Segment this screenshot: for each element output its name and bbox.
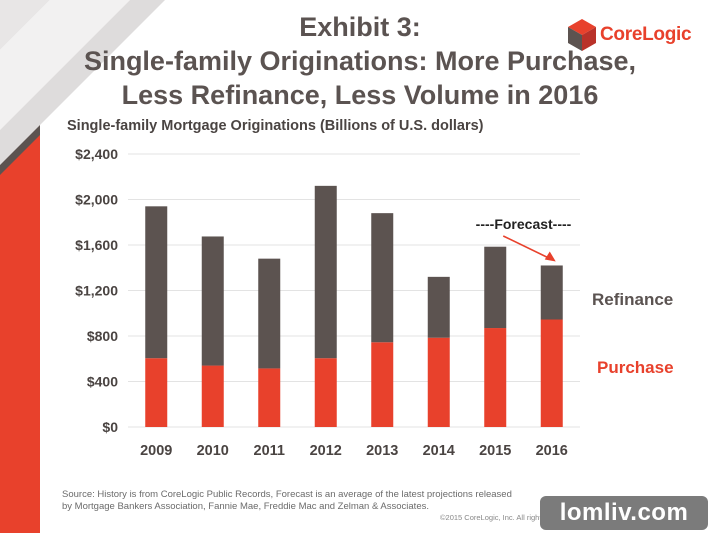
bar-purchase-2011	[258, 368, 281, 427]
title-line-1: Exhibit 3:	[299, 12, 421, 42]
x-tick-label: 2013	[366, 443, 398, 459]
source-note: Source: History is from CoreLogic Public…	[62, 489, 512, 512]
bar-refinance-2010	[201, 236, 224, 366]
y-tick-label: $1,200	[75, 283, 118, 299]
x-tick-label: 2016	[536, 443, 568, 459]
bar-purchase-2015	[484, 328, 507, 427]
forecast-annotation-group: ----Forecast----	[476, 216, 572, 262]
x-tick-label: 2010	[197, 443, 229, 459]
chart-title: Single-family Mortgage Originations (Bil…	[67, 118, 484, 134]
title-line-3: Less Refinance, Less Volume in 2016	[121, 80, 599, 110]
x-tick-label: 2014	[423, 443, 455, 459]
corelogic-logo-icon	[568, 19, 596, 51]
bar-refinance-2012	[314, 185, 337, 359]
left-red-band	[0, 215, 40, 533]
y-tick-label: $2,400	[75, 146, 118, 162]
x-axis: 2009 2010 2011 2012 2013 2014 2015 2016	[140, 443, 568, 459]
x-tick-label: 2009	[140, 443, 172, 459]
bar-purchase-2014	[427, 337, 450, 427]
bar-purchase-2013	[371, 342, 394, 427]
bar-refinance-2013	[371, 213, 394, 343]
bar-purchase-2012	[314, 358, 337, 427]
forecast-annotation: ----Forecast----	[476, 216, 572, 232]
y-tick-label: $800	[87, 328, 118, 344]
copyright-text: ©2015 CoreLogic, Inc. All rights	[440, 513, 546, 522]
bar-purchase-2010	[201, 365, 224, 427]
grid-lines	[128, 153, 580, 428]
x-tick-label: 2011	[254, 443, 285, 459]
y-tick-label: $400	[87, 374, 118, 390]
bar-refinance-2014	[427, 276, 450, 338]
y-tick-label: $1,600	[75, 237, 118, 253]
bar-refinance-2011	[258, 258, 281, 369]
bar-refinance-2009	[145, 206, 168, 359]
y-tick-label: $2,000	[75, 192, 118, 208]
bar-purchase-2009	[145, 358, 168, 427]
logo-text: CoreLogic	[600, 24, 692, 45]
watermark-badge: lomliv.com	[540, 496, 708, 530]
forecast-arrow-head	[544, 251, 556, 262]
title-line-2: Single-family Originations: More Purchas…	[83, 46, 637, 76]
bar-purchase-2016	[540, 319, 563, 427]
bars	[145, 185, 563, 427]
x-tick-label: 2015	[479, 443, 511, 459]
forecast-arrow-line	[502, 235, 551, 260]
y-axis: $0 $400 $800 $1,200 $1,600 $2,000 $2,400	[75, 146, 118, 435]
legend-purchase: Purchase	[597, 358, 674, 377]
bar-refinance-2016	[540, 265, 563, 320]
x-tick-label: 2012	[310, 443, 342, 459]
bar-refinance-2015	[484, 246, 507, 329]
corner-band-mid	[0, 0, 165, 165]
left-red-band-top	[0, 135, 40, 215]
legend-refinance: Refinance	[592, 290, 674, 309]
y-tick-label: $0	[102, 419, 118, 435]
